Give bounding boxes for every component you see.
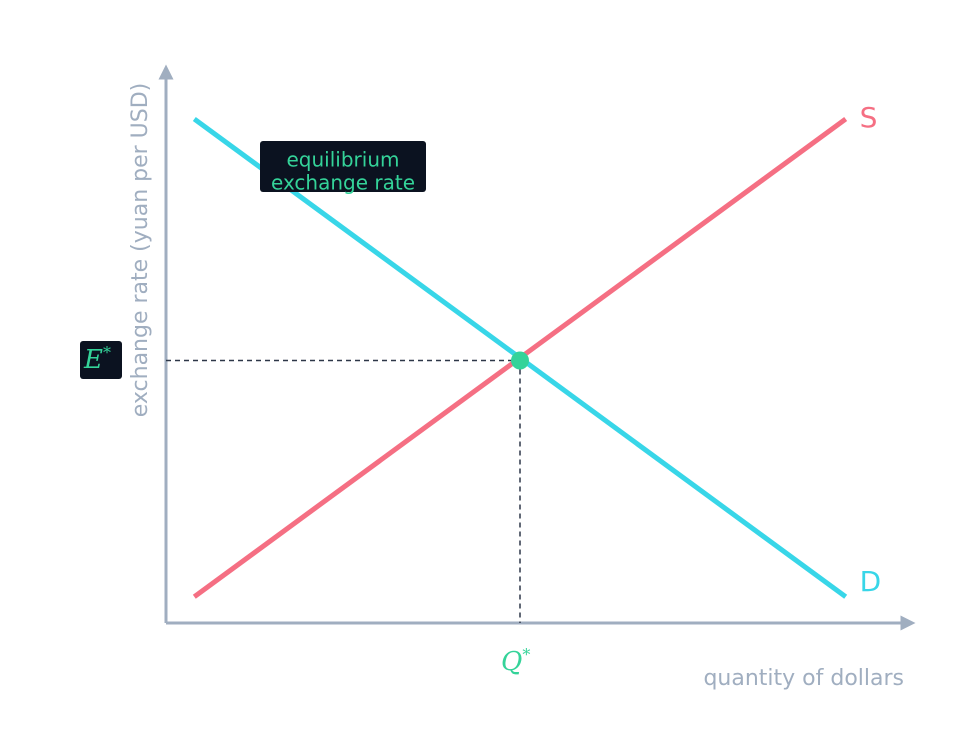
annotation-box [260, 141, 426, 192]
demand-curve-label: D [860, 565, 882, 598]
equilibrium-y-label: E* [83, 343, 111, 375]
x-axis-title: quantity of dollars [703, 666, 904, 691]
equilibrium-x-label: Q* [501, 645, 530, 677]
equilibrium-x-label-star: * [522, 645, 530, 664]
annotation-line-2: exchange rate [271, 171, 415, 195]
equilibrium-x-label-letter: Q [501, 647, 522, 677]
y-axis-title: exchange rate (yuan per USD) [128, 83, 153, 418]
supply-curve-label: S [860, 101, 878, 134]
annotation-line-1: equilibrium [287, 148, 400, 172]
equilibrium-y-label-letter: E [83, 345, 103, 375]
equilibrium-y-label-box [80, 341, 122, 379]
equilibrium-point [511, 351, 529, 370]
equilibrium-y-label-star: * [103, 343, 111, 362]
